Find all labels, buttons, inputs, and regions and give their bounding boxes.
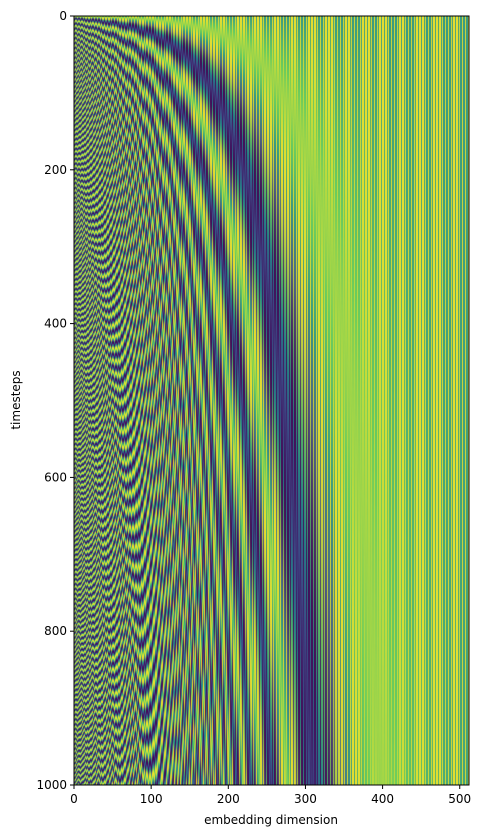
heatmap-image-container: [74, 16, 469, 785]
x-tick-label: 300: [294, 792, 317, 806]
y-axis-ticks: 0 200 400 600 800 1000: [36, 9, 74, 792]
plot-area: [74, 16, 469, 785]
y-tick-label: 600: [44, 470, 67, 484]
x-tick-label: 500: [448, 792, 471, 806]
x-tick-label: 400: [371, 792, 394, 806]
y-tick-label: 800: [44, 624, 67, 638]
y-tick-label: 400: [44, 317, 67, 331]
x-axis-label: embedding dimension: [204, 813, 338, 827]
y-tick-label: 0: [59, 9, 67, 23]
x-tick-label: 200: [217, 792, 240, 806]
heatmap-image: [74, 16, 469, 785]
x-tick-label: 0: [70, 792, 78, 806]
x-axis-ticks: 0 100 200 300 400 500: [70, 785, 471, 806]
y-axis-label: timesteps: [9, 370, 23, 429]
x-tick-label: 100: [140, 792, 163, 806]
y-tick-label: 1000: [36, 778, 67, 792]
y-tick-label: 200: [44, 163, 67, 177]
